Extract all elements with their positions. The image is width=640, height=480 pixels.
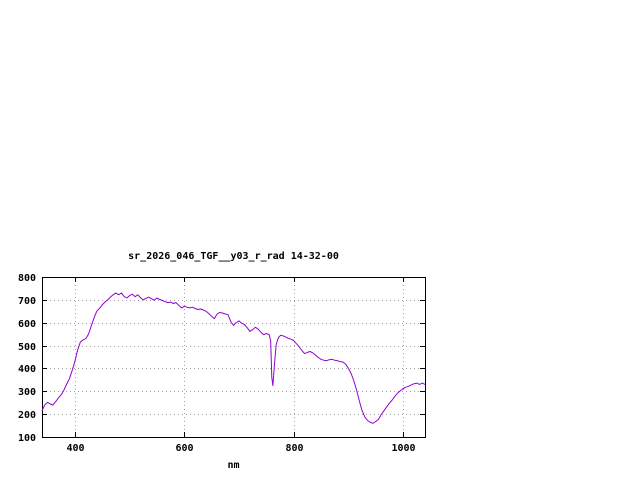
x-tick-label: 400: [66, 443, 84, 454]
y-tick-label: 400: [18, 364, 36, 375]
y-tick-label: 200: [18, 410, 36, 421]
x-tick-label: 800: [285, 443, 303, 454]
y-tick-label: 500: [18, 342, 36, 353]
x-tick-label: 600: [175, 443, 193, 454]
series-line: [41, 292, 426, 424]
y-tick-label: 800: [18, 273, 36, 284]
y-tick-label: 300: [18, 387, 36, 398]
plot-border: [42, 277, 426, 438]
y-tick-label: 700: [18, 296, 36, 307]
y-tick-label: 600: [18, 319, 36, 330]
x-tick-label: 1000: [391, 443, 415, 454]
chart-title: sr_2026_046_TGF__y03_r_rad 14-32-00: [128, 251, 339, 262]
y-tick-label: 100: [18, 433, 36, 444]
x-axis-label: nm: [227, 460, 240, 471]
